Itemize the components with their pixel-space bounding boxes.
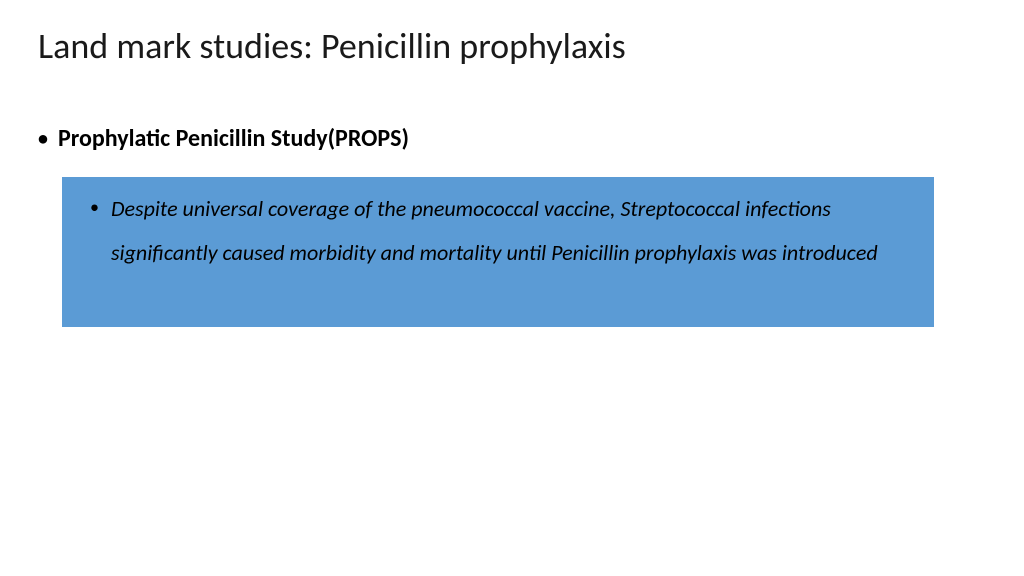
highlight-bullet-row: • Despite universal coverage of the pneu… — [90, 187, 914, 275]
highlight-box: • Despite universal coverage of the pneu… — [62, 177, 934, 327]
highlight-text: Despite universal coverage of the pneumo… — [111, 187, 914, 275]
highlight-marker: • — [90, 187, 99, 216]
slide: Land mark studies: Penicillin prophylaxi… — [0, 0, 1024, 576]
slide-title: Land mark studies: Penicillin prophylaxi… — [38, 24, 986, 68]
bullet-marker: • — [38, 124, 48, 149]
bullet-text: Prophylatic Penicillin Study(PROPS) — [58, 124, 409, 153]
bullet-props: • Prophylatic Penicillin Study(PROPS) — [38, 124, 986, 153]
